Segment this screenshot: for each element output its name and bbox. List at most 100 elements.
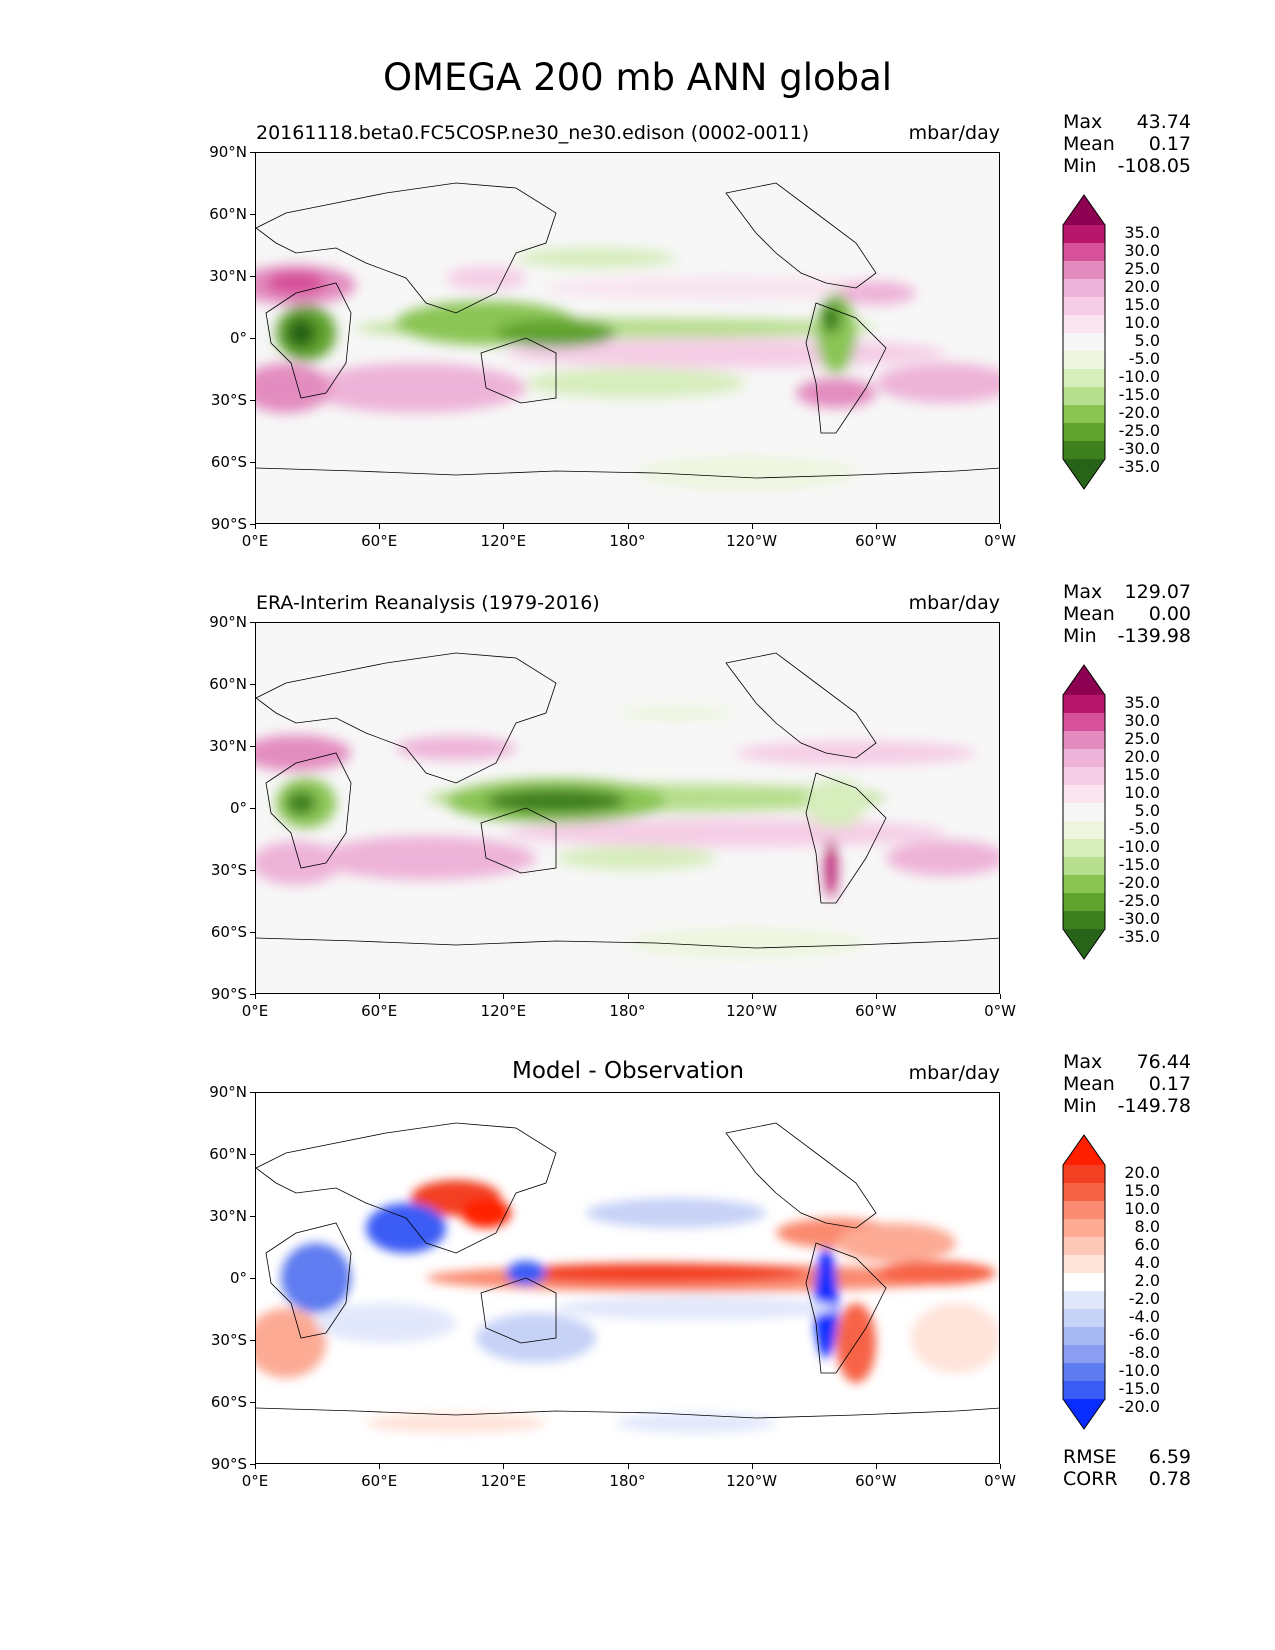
colorbar-segment — [1063, 441, 1105, 460]
stats-box: Max 129.07 Mean 0.00 Min -139.98 — [1063, 581, 1191, 647]
colorbar-outline — [1062, 194, 1106, 490]
colorbar-outline — [1062, 1134, 1106, 1430]
lat-tick-label: 0° — [229, 799, 247, 817]
colorbar-segment — [1063, 279, 1105, 298]
map-plot-model[interactable] — [255, 152, 1000, 524]
colorbar: 35.0 30.0 25.0 20.0 15.0 10.0 5.0 -5.0 -10.0 -15.… — [1062, 194, 1160, 494]
colorbar-segment — [1063, 351, 1105, 370]
lat-tick-mark — [250, 1464, 255, 1465]
colorbar-segment — [1063, 731, 1105, 750]
lat-tick-label: 60°S — [210, 923, 247, 941]
lon-tick-label: 60°W — [855, 532, 897, 550]
units-label: mbar/day — [908, 122, 1000, 144]
colorbar-graphic — [1062, 664, 1106, 960]
coastlines — [256, 1122, 999, 1419]
colorbar-segment — [1063, 695, 1105, 714]
colorbar-tick-label: 30.0 — [1124, 241, 1160, 260]
mean-label: Mean — [1063, 1073, 1115, 1095]
map-plot-difference[interactable] — [255, 1092, 1000, 1464]
lon-tick-mark — [751, 1464, 753, 1469]
colorbar-tick-label: 20.0 — [1124, 747, 1160, 766]
min-value: -149.78 — [1117, 1095, 1191, 1117]
lat-tick-label: 30°S — [210, 1331, 247, 1349]
lon-tick-mark — [751, 994, 753, 999]
colorbar-segment — [1063, 225, 1105, 244]
lon-tick-mark — [627, 524, 629, 529]
colorbar-tick-label: 6.0 — [1134, 1235, 1160, 1254]
corr-value: 0.78 — [1148, 1468, 1191, 1490]
colorbar-extend-max — [1063, 195, 1105, 225]
colorbar-segment — [1063, 1183, 1105, 1202]
lon-tick-label: 120°W — [726, 1002, 778, 1020]
lat-tick-mark — [250, 1340, 255, 1341]
colorbar-segment — [1063, 423, 1105, 442]
colorbar-tick-label: -10.0 — [1118, 1361, 1160, 1380]
lat-tick-mark — [250, 746, 255, 747]
colorbar-tick-label: 5.0 — [1134, 801, 1160, 820]
colorbar-tick-label: 5.0 — [1134, 331, 1160, 350]
lon-tick-label: 60°E — [361, 1472, 398, 1490]
map-plot-observation[interactable] — [255, 622, 1000, 994]
lat-tick-label: 90°S — [210, 1455, 247, 1473]
lon-tick-mark — [1000, 1464, 1001, 1469]
lon-tick-mark — [627, 994, 629, 999]
colorbar-segment — [1063, 857, 1105, 876]
lon-tick-mark — [1000, 524, 1001, 529]
panel-observation: ERA-Interim Reanalysis (1979-2016) mbar/… — [0, 581, 1275, 1050]
colorbar-extend-max — [1063, 1135, 1105, 1165]
lat-tick-mark — [250, 870, 255, 871]
lon-tick-mark — [751, 524, 753, 529]
lon-tick-label: 0°W — [984, 1002, 1016, 1020]
colorbar-segment — [1063, 911, 1105, 930]
max-value: 76.44 — [1136, 1051, 1191, 1073]
lat-tick-mark — [250, 462, 255, 463]
colorbar-tick-label: -6.0 — [1128, 1325, 1160, 1344]
lat-tick-mark — [250, 152, 255, 153]
colorbar-segment — [1063, 1363, 1105, 1382]
colorbar-segment — [1063, 405, 1105, 424]
colorbar-segment — [1063, 803, 1105, 822]
colorbar-segment — [1063, 839, 1105, 858]
omega-field-difference — [256, 1122, 999, 1433]
lat-tick-label: 90°N — [209, 143, 247, 161]
colorbar-tick-label: -15.0 — [1118, 385, 1160, 404]
lon-tick-mark — [379, 1464, 381, 1469]
lon-tick-label: 120°E — [480, 1002, 527, 1020]
lat-tick-mark — [250, 622, 255, 623]
colorbar-segment — [1063, 1327, 1105, 1346]
colorbar: 20.0 15.0 10.0 8.0 6.0 4.0 2.0 -2.0 -4.0 -6.0 -8.0… — [1062, 1134, 1160, 1434]
rmse-value: 6.59 — [1148, 1446, 1191, 1468]
lat-tick-label: 90°S — [210, 515, 247, 533]
min-label: Min — [1063, 155, 1097, 177]
lat-tick-label: 30°S — [210, 861, 247, 879]
colorbar-tick-label: -5.0 — [1128, 349, 1160, 368]
lon-tick-label: 120°E — [480, 1472, 527, 1490]
max-value: 43.74 — [1136, 111, 1191, 133]
lon-tick-label: 180° — [609, 1002, 646, 1020]
colorbar-tick-label: -10.0 — [1118, 837, 1160, 856]
colorbar-segment — [1063, 297, 1105, 316]
rmse-corr-box: RMSE 6.59 CORR 0.78 — [1063, 1446, 1191, 1490]
units-label: mbar/day — [908, 1062, 1000, 1084]
colorbar-segment — [1063, 1381, 1105, 1400]
colorbar-tick-label: 25.0 — [1124, 259, 1160, 278]
lon-tick-mark — [379, 524, 381, 529]
colorbar-segment — [1063, 369, 1105, 388]
colorbar-extend-min — [1063, 459, 1105, 489]
colorbar-tick-label: -25.0 — [1118, 891, 1160, 910]
max-label: Max — [1063, 111, 1103, 133]
colorbar-tick-label: -20.0 — [1118, 1397, 1160, 1416]
colorbar-tick-label: 35.0 — [1124, 693, 1160, 712]
colorbar-tick-label: 2.0 — [1134, 1271, 1160, 1290]
colorbar-tick-label: 10.0 — [1124, 313, 1160, 332]
lat-tick-mark — [250, 684, 255, 685]
lon-tick-label: 180° — [609, 532, 646, 550]
lon-tick-label: 60°E — [361, 532, 398, 550]
lat-tick-mark — [250, 1154, 255, 1155]
colorbar-segment — [1063, 1345, 1105, 1364]
max-label: Max — [1063, 581, 1103, 603]
lon-tick-mark — [875, 524, 877, 529]
lon-tick-label: 180° — [609, 1472, 646, 1490]
lat-tick-label: 30°S — [210, 391, 247, 409]
lat-tick-label: 0° — [229, 1269, 247, 1287]
